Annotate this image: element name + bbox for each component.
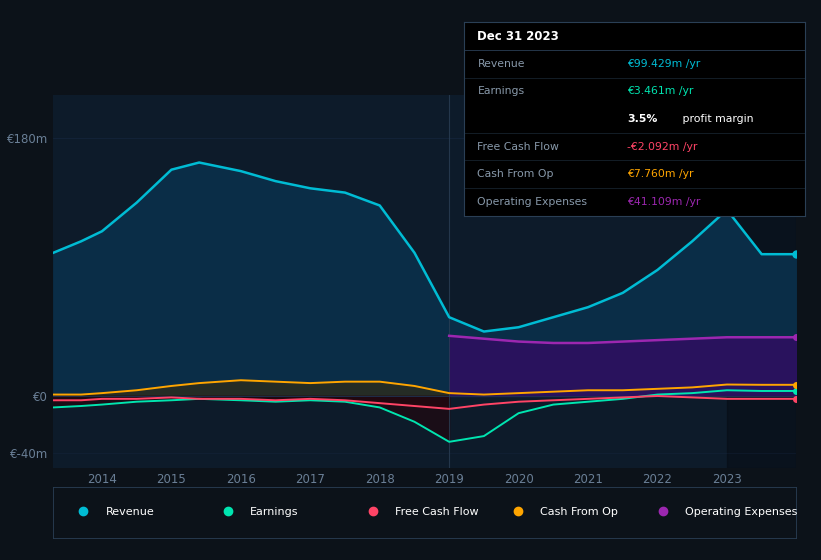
Text: profit margin: profit margin bbox=[678, 114, 753, 124]
Text: 3.5%: 3.5% bbox=[627, 114, 658, 124]
Text: Operating Expenses: Operating Expenses bbox=[478, 197, 588, 207]
Text: €99.429m /yr: €99.429m /yr bbox=[627, 59, 700, 69]
Text: Revenue: Revenue bbox=[105, 507, 154, 517]
Text: Operating Expenses: Operating Expenses bbox=[685, 507, 797, 517]
Text: €7.760m /yr: €7.760m /yr bbox=[627, 169, 694, 179]
Text: Free Cash Flow: Free Cash Flow bbox=[478, 142, 559, 152]
Text: Cash From Op: Cash From Op bbox=[540, 507, 618, 517]
Bar bbox=[727, 95, 796, 468]
Text: Cash From Op: Cash From Op bbox=[478, 169, 554, 179]
Text: Earnings: Earnings bbox=[250, 507, 299, 517]
Text: -€2.092m /yr: -€2.092m /yr bbox=[627, 142, 698, 152]
Text: Dec 31 2023: Dec 31 2023 bbox=[478, 30, 559, 43]
Text: Revenue: Revenue bbox=[478, 59, 525, 69]
Text: Earnings: Earnings bbox=[478, 86, 525, 96]
Text: Free Cash Flow: Free Cash Flow bbox=[395, 507, 479, 517]
Text: €3.461m /yr: €3.461m /yr bbox=[627, 86, 694, 96]
Text: €41.109m /yr: €41.109m /yr bbox=[627, 197, 701, 207]
